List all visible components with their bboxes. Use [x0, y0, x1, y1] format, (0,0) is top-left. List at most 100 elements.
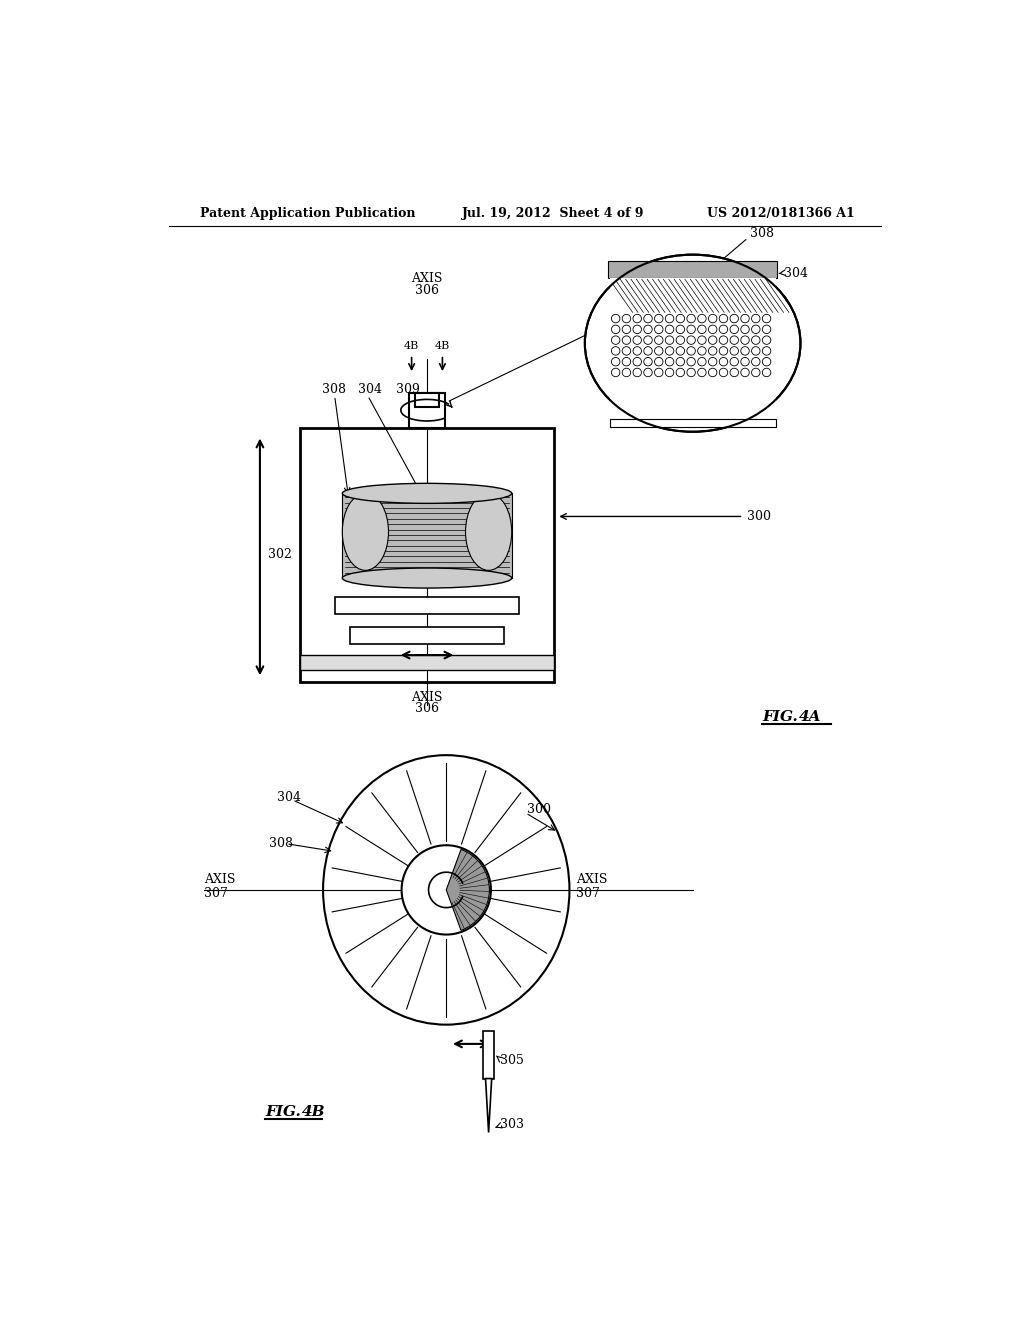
Circle shape: [687, 314, 695, 323]
Ellipse shape: [342, 568, 512, 589]
Circle shape: [762, 347, 771, 355]
Ellipse shape: [323, 755, 569, 1024]
Bar: [300, 655, 554, 671]
Circle shape: [730, 368, 738, 376]
Circle shape: [752, 325, 760, 334]
Text: 306: 306: [415, 284, 439, 297]
Circle shape: [611, 314, 620, 323]
Text: 4A: 4A: [799, 710, 821, 725]
Bar: [609, 314, 776, 420]
Text: 308: 308: [751, 227, 774, 240]
Circle shape: [623, 358, 631, 366]
Circle shape: [623, 335, 631, 345]
Circle shape: [762, 335, 771, 345]
Circle shape: [676, 335, 685, 345]
Circle shape: [633, 368, 641, 376]
Text: US 2012/0181366 A1: US 2012/0181366 A1: [707, 207, 854, 220]
Text: 306: 306: [415, 702, 439, 715]
Text: FIG.: FIG.: [265, 1105, 301, 1118]
Ellipse shape: [342, 483, 512, 503]
Circle shape: [709, 368, 717, 376]
Circle shape: [697, 325, 707, 334]
Bar: [409, 393, 445, 428]
Text: 4B: 4B: [435, 341, 450, 351]
Circle shape: [730, 335, 738, 345]
Bar: [350, 627, 504, 644]
Circle shape: [644, 314, 652, 323]
Text: 302: 302: [267, 548, 292, 561]
Circle shape: [654, 335, 663, 345]
Circle shape: [687, 358, 695, 366]
Bar: [608, 261, 777, 277]
Ellipse shape: [585, 255, 801, 432]
Circle shape: [719, 347, 728, 355]
Bar: [609, 420, 776, 428]
Text: 304: 304: [276, 791, 301, 804]
Circle shape: [709, 347, 717, 355]
Circle shape: [611, 335, 620, 345]
Text: 304: 304: [357, 383, 382, 396]
Bar: [300, 428, 554, 682]
Circle shape: [666, 347, 674, 355]
Circle shape: [654, 314, 663, 323]
Circle shape: [740, 358, 750, 366]
Circle shape: [611, 368, 620, 376]
Text: 300: 300: [746, 510, 770, 523]
Circle shape: [611, 325, 620, 334]
Circle shape: [611, 347, 620, 355]
Text: FIG.: FIG.: [762, 710, 798, 725]
Circle shape: [687, 347, 695, 355]
Text: 307: 307: [204, 887, 227, 900]
Text: AXIS: AXIS: [412, 690, 442, 704]
Circle shape: [644, 368, 652, 376]
Circle shape: [762, 358, 771, 366]
Circle shape: [666, 335, 674, 345]
Text: AXIS: AXIS: [204, 873, 236, 886]
Circle shape: [719, 368, 728, 376]
Text: Patent Application Publication: Patent Application Publication: [200, 207, 416, 220]
Ellipse shape: [466, 494, 512, 570]
Bar: [342, 494, 512, 578]
Circle shape: [762, 314, 771, 323]
Circle shape: [687, 335, 695, 345]
Circle shape: [697, 335, 707, 345]
Text: 308: 308: [322, 383, 345, 396]
Circle shape: [676, 325, 685, 334]
Text: Jul. 19, 2012  Sheet 4 of 9: Jul. 19, 2012 Sheet 4 of 9: [462, 207, 644, 220]
Circle shape: [633, 347, 641, 355]
Circle shape: [697, 358, 707, 366]
Circle shape: [709, 325, 717, 334]
Circle shape: [752, 368, 760, 376]
Circle shape: [687, 368, 695, 376]
Circle shape: [644, 325, 652, 334]
Ellipse shape: [401, 845, 490, 935]
Circle shape: [676, 314, 685, 323]
Circle shape: [644, 347, 652, 355]
Wedge shape: [446, 849, 489, 931]
Text: 4B: 4B: [404, 341, 419, 351]
Circle shape: [719, 314, 728, 323]
Circle shape: [654, 325, 663, 334]
Circle shape: [697, 368, 707, 376]
Text: 303: 303: [500, 1118, 524, 1131]
Circle shape: [633, 325, 641, 334]
Circle shape: [719, 335, 728, 345]
Circle shape: [719, 358, 728, 366]
Circle shape: [740, 368, 750, 376]
Circle shape: [676, 347, 685, 355]
Circle shape: [697, 347, 707, 355]
Circle shape: [666, 358, 674, 366]
Circle shape: [666, 325, 674, 334]
Circle shape: [623, 347, 631, 355]
Circle shape: [709, 314, 717, 323]
Circle shape: [611, 358, 620, 366]
Circle shape: [752, 358, 760, 366]
Circle shape: [730, 347, 738, 355]
Circle shape: [709, 358, 717, 366]
Circle shape: [752, 347, 760, 355]
Ellipse shape: [342, 494, 388, 570]
Text: 307: 307: [575, 887, 599, 900]
Circle shape: [762, 368, 771, 376]
Circle shape: [740, 347, 750, 355]
Circle shape: [730, 314, 738, 323]
